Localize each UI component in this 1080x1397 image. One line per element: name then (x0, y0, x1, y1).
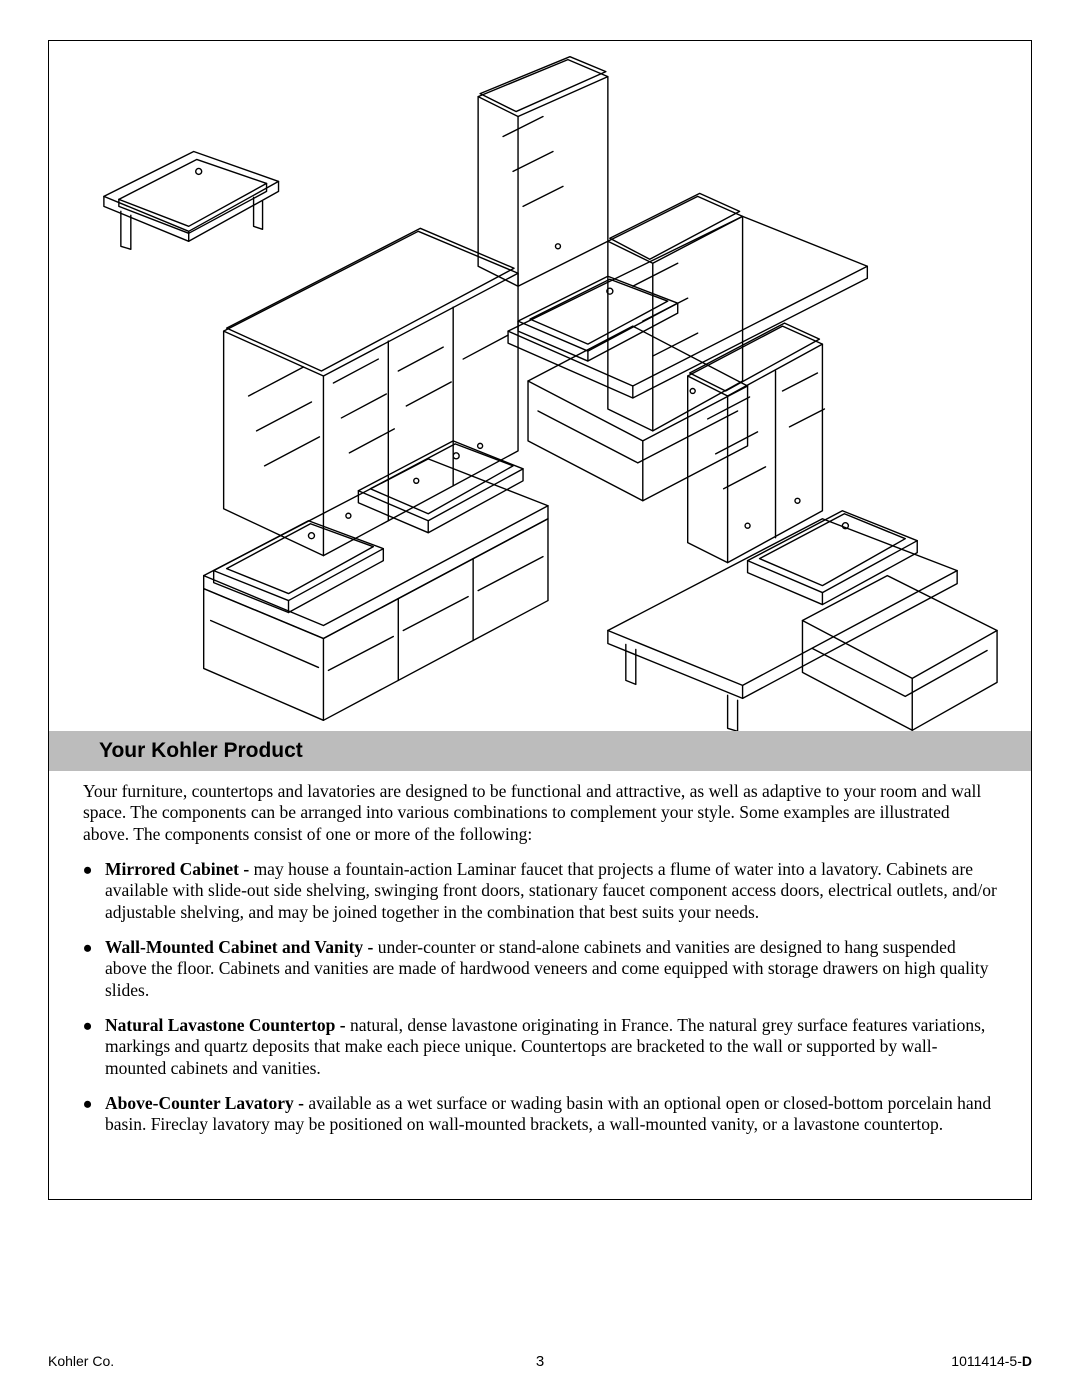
list-item: Natural Lavastone Countertop - natural, … (83, 1015, 997, 1079)
product-illustration (49, 41, 1031, 731)
page-footer: Kohler Co. 3 1011414-5-D (48, 1353, 1032, 1369)
page-frame: Your Kohler Product Your furniture, coun… (48, 40, 1032, 1200)
bullet-lead: Wall-Mounted Cabinet and Vanity - (105, 937, 378, 957)
list-item: Above-Counter Lavatory - available as a … (83, 1093, 997, 1136)
illustration-svg (49, 41, 1031, 731)
footer-docnum: 1011414-5-D (951, 1353, 1032, 1369)
list-item: Mirrored Cabinet - may house a fountain-… (83, 859, 997, 923)
bullet-list: Mirrored Cabinet - may house a fountain-… (49, 859, 1031, 1136)
lavatory-small-top-left (104, 151, 279, 249)
bullet-lead: Mirrored Cabinet - (105, 859, 254, 879)
bullet-lead: Natural Lavastone Countertop - (105, 1015, 350, 1035)
section-title: Your Kohler Product (99, 739, 303, 763)
mirror-cabinet-top-center (478, 57, 608, 287)
group-far-right (608, 323, 997, 731)
footer-page-number: 3 (536, 1353, 544, 1370)
section-header: Your Kohler Product (49, 731, 1031, 771)
bullet-lead: Above-Counter Lavatory - (105, 1093, 308, 1113)
intro-paragraph: Your furniture, countertops and lavatori… (49, 771, 1031, 859)
list-item: Wall-Mounted Cabinet and Vanity - under-… (83, 937, 997, 1001)
group-large-left (204, 228, 548, 720)
footer-company: Kohler Co. (48, 1353, 114, 1369)
